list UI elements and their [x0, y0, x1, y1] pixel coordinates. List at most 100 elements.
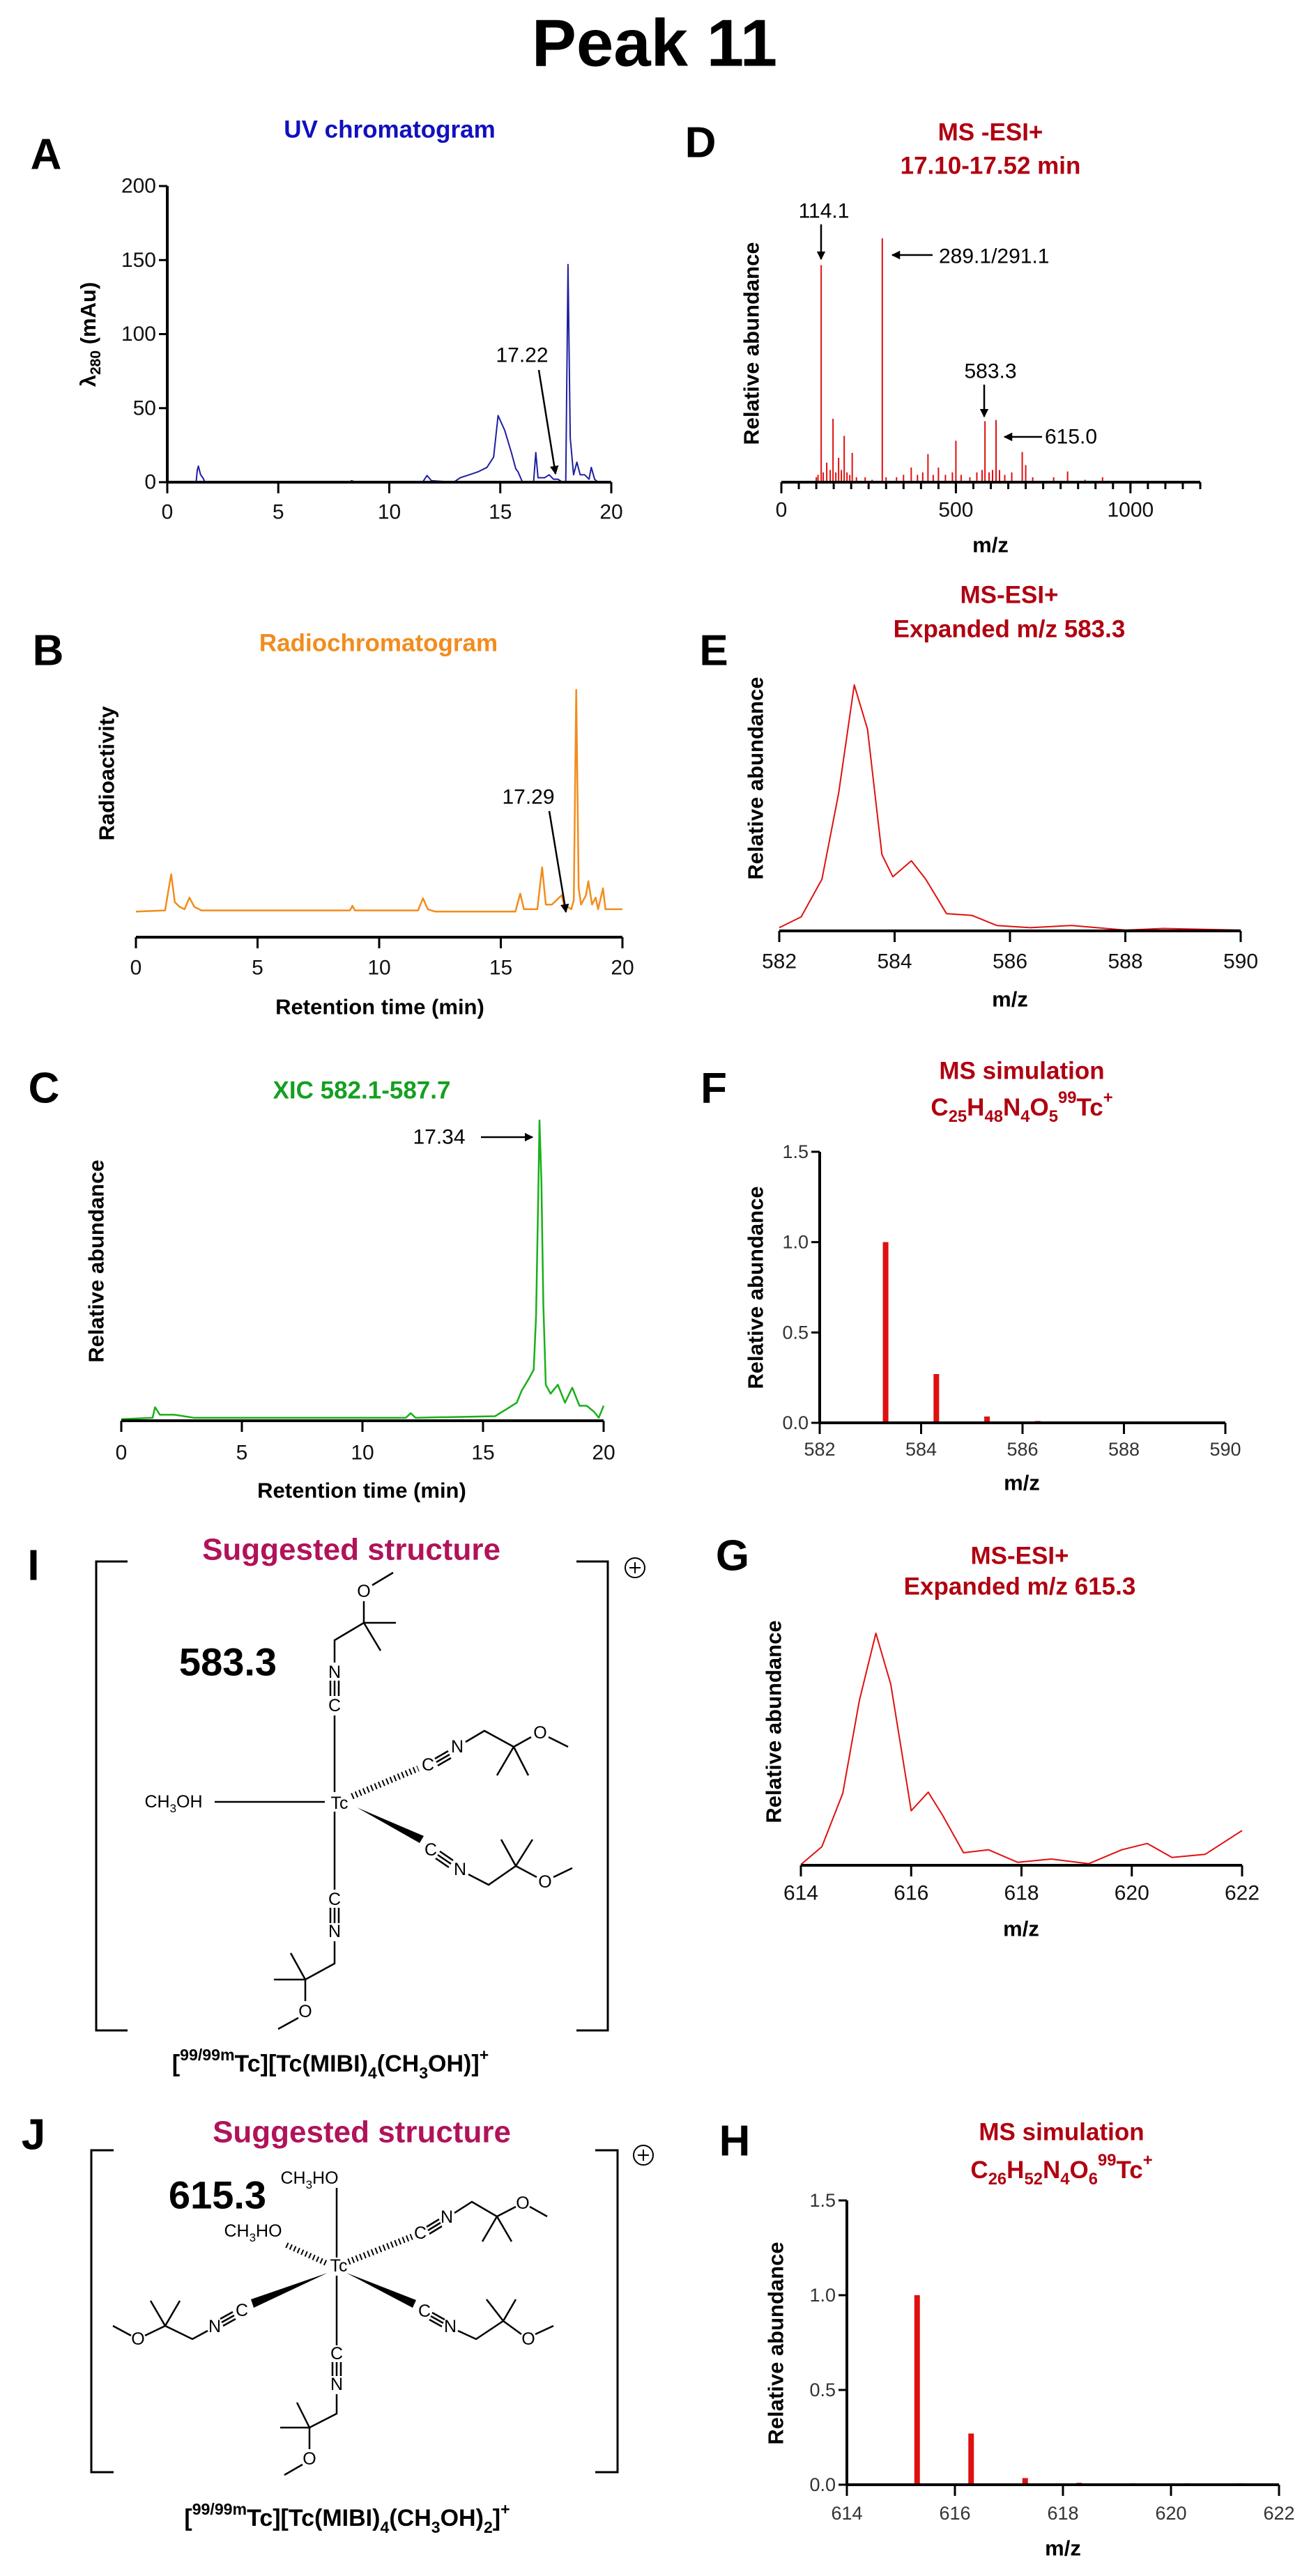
x-tick-label: 584 — [877, 950, 912, 973]
chart-title: C26H52N4O699Tc+ — [970, 2151, 1152, 2189]
chart-title: XIC 582.1-587.7 — [273, 1077, 451, 1104]
panel-label: F — [701, 1065, 727, 1113]
x-tick-label: 614 — [831, 2503, 862, 2524]
chart-title: MS simulation — [979, 2119, 1144, 2146]
atom-label: N — [451, 1737, 464, 1757]
metal-center-label: Tc — [330, 2256, 348, 2276]
x-tick-label: 618 — [1047, 2503, 1078, 2524]
atom-label: O — [538, 1872, 551, 1892]
text-part: 52 — [1024, 2170, 1042, 2189]
text-part: 3 — [306, 2178, 312, 2191]
text-part: + — [1103, 1088, 1113, 1107]
panel-label: E — [699, 627, 728, 675]
series-line — [135, 688, 622, 913]
series-line — [779, 684, 1241, 931]
text-part: 99 — [1098, 2151, 1116, 2170]
y-tick-label: 1.0 — [782, 1232, 809, 1253]
text-part: H — [1006, 2157, 1024, 2184]
metal-center-label: Tc — [331, 1794, 349, 1813]
x-tick-label: 614 — [783, 1882, 818, 1905]
text-part: OH)] — [428, 2051, 480, 2077]
structure-panel-i: I Suggested structure 583.3 N C — [27, 1533, 645, 2082]
x-tick-label: 588 — [1108, 950, 1142, 973]
x-tick-label: 620 — [1155, 2503, 1186, 2524]
y-tick-label: 1.5 — [782, 1141, 809, 1162]
panel-label: G — [716, 1532, 749, 1580]
y-tick-label: 0.0 — [809, 2474, 836, 2495]
molecule-drawing-i: N C O Tc C N O C N O C N O — [215, 1571, 573, 2030]
y-tick-label: 0 — [144, 471, 156, 494]
series-line — [800, 1633, 1243, 1865]
text-part: Tc — [1116, 2157, 1142, 2184]
text-part: CH — [144, 1792, 169, 1812]
atom-label: O — [303, 2449, 316, 2469]
text-part: N — [1003, 1094, 1020, 1121]
atom-label: O — [298, 2002, 312, 2021]
x-tick-label: 10 — [378, 501, 401, 524]
text-part: C — [931, 1094, 948, 1121]
y-axis-label: Relative abundance — [764, 2242, 788, 2444]
x-tick-label: 10 — [367, 957, 390, 980]
positive-charge-icon — [633, 2145, 654, 2166]
x-tick-label: 588 — [1108, 1439, 1140, 1460]
chart-panel-f: F MS simulation C25H48N4O599Tc+ Relative ab… — [701, 1058, 1241, 1495]
y-tick-label: 200 — [121, 175, 156, 198]
series-line — [121, 1119, 605, 1421]
x-tick-label: 15 — [471, 1442, 494, 1465]
chart-title: Radiochromatogram — [259, 630, 498, 657]
positive-charge-icon — [625, 1557, 645, 1578]
atom-label: C — [328, 1890, 341, 1909]
x-tick-label: 582 — [804, 1439, 835, 1460]
atom-label: C — [424, 1840, 437, 1860]
x-tick-label: 622 — [1225, 1882, 1260, 1905]
text-part: H — [967, 1094, 984, 1121]
y-tick-label: 1.5 — [809, 2190, 836, 2211]
methanol-ligand-label: CH3OH — [144, 1792, 202, 1815]
y-axis-label: Radioactivity — [95, 706, 119, 841]
y-axis-label: Relative abundance — [744, 677, 768, 879]
text-part: C — [970, 2157, 988, 2184]
text-part: (mAu) — [76, 282, 100, 350]
panel-label-j: J — [22, 2111, 45, 2159]
atom-label: N — [208, 2317, 221, 2336]
x-tick-label: 20 — [599, 501, 622, 524]
peak-annotation: 289.1/291.1 — [939, 245, 1049, 268]
x-tick-label: 5 — [252, 957, 263, 980]
chart-panel-b: B Radiochromatogram Radioactivity Retention… — [33, 627, 634, 1019]
text-part: 3 — [419, 2064, 428, 2082]
x-tick-label: 20 — [592, 1442, 615, 1465]
y-tick-label: 0.0 — [782, 1412, 809, 1433]
structure-title-i: Suggested structure — [202, 1533, 500, 1567]
panel-label: B — [33, 627, 64, 675]
x-tick-label: 582 — [762, 950, 797, 973]
text-part: 4 — [1020, 1107, 1030, 1126]
chart-title: MS simulation — [939, 1058, 1104, 1085]
text-part: Tc][Tc(MIBI) — [247, 2505, 380, 2531]
molecule-drawing-j: Tc C N O C N O C N O C N O — [112, 2188, 554, 2476]
x-axis-label: Retention time (min) — [257, 1479, 466, 1503]
x-tick-label: 590 — [1209, 1439, 1241, 1460]
left-bracket — [90, 2149, 114, 2474]
peak-annotation: 114.1 — [799, 200, 850, 223]
y-axis-label: Relative abundance — [740, 242, 764, 445]
text-part: Tc][Tc(MIBI) — [235, 2051, 368, 2077]
chart-panel-e: E MS-ESI+ Expanded m/z 583.3 Relative abund… — [699, 582, 1258, 1012]
x-axis-label: m/z — [992, 987, 1028, 1012]
chart-panel-h: H MS simulation C26H52N4O699Tc+ Relative ab… — [719, 2118, 1295, 2561]
x-axis-label: m/z — [1045, 2536, 1081, 2561]
x-tick-label: 0 — [776, 499, 788, 522]
y-tick-label: 100 — [121, 323, 156, 346]
text-part: 99/99m — [180, 2046, 234, 2064]
x-tick-label: 20 — [611, 957, 634, 980]
text-part: 4 — [380, 2518, 389, 2536]
x-tick-label: 1000 — [1107, 499, 1154, 522]
text-part: O — [1029, 1094, 1048, 1121]
structure-mass-i: 583.3 — [179, 1640, 277, 1684]
text-part: + — [1143, 2151, 1153, 2170]
text-part: CH — [280, 2168, 305, 2188]
x-axis-label: Retention time (min) — [275, 995, 484, 1019]
y-axis-label: Relative abundance — [744, 1186, 768, 1389]
text-part: λ — [76, 375, 100, 387]
structure-title-j: Suggested structure — [213, 2115, 511, 2150]
peak-annotation: 17.29 — [502, 786, 554, 809]
